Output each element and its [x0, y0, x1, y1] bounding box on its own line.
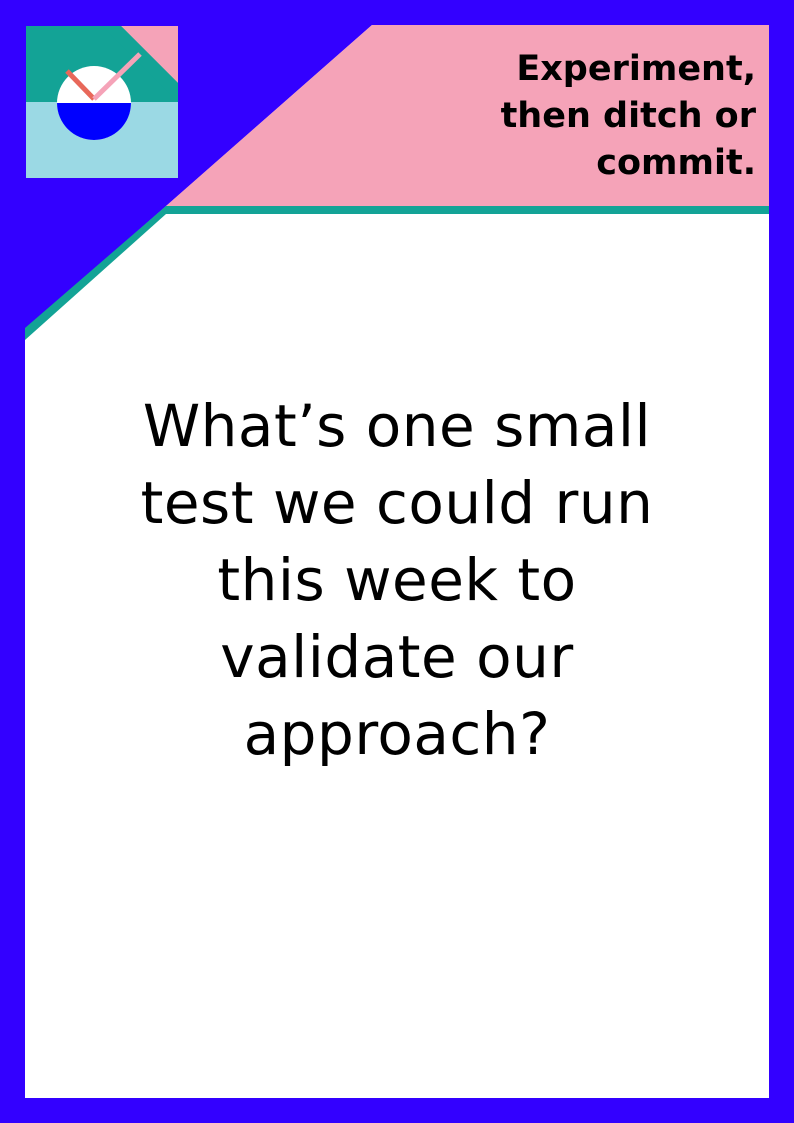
question-line: this week to: [217, 546, 577, 614]
question-line: What’s one small: [142, 392, 652, 460]
pink-banner: [166, 25, 769, 206]
tagline-line: Experiment,: [516, 49, 756, 89]
question-line: approach?: [243, 700, 551, 768]
clock-icon: [26, 26, 178, 178]
tagline-line: commit.: [596, 143, 756, 183]
card-question: What’s one small test we could run this …: [60, 388, 734, 773]
question-line: validate our: [220, 623, 574, 691]
question-line: test we could run: [140, 469, 654, 537]
tagline-line: then ditch or: [500, 96, 756, 136]
card-tagline: Experiment, then ditch or commit.: [426, 46, 756, 187]
